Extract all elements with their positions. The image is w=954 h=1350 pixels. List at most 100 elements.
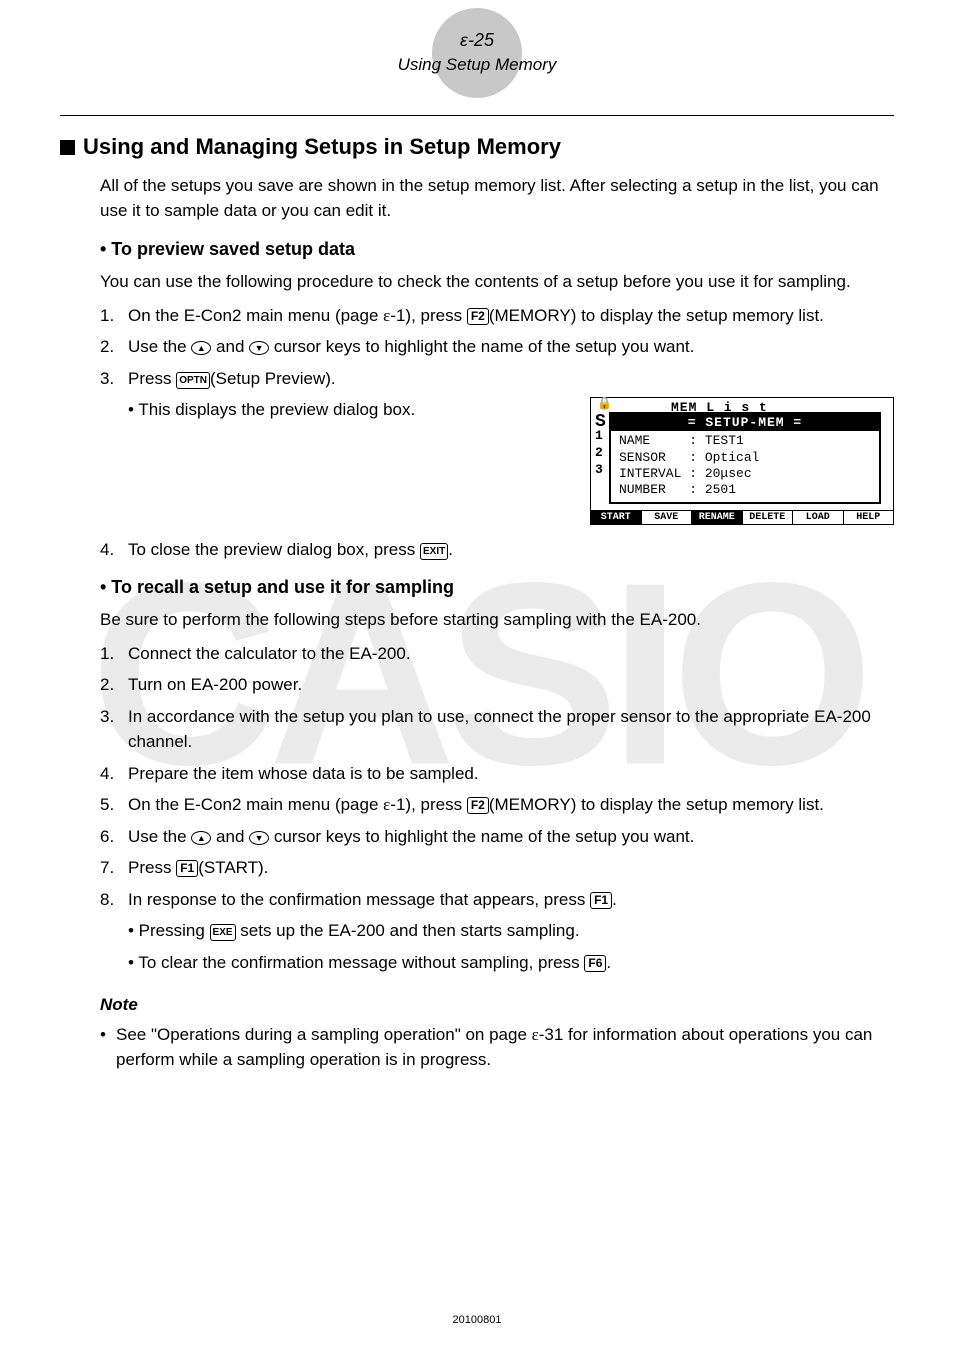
section2-steps: 1.Connect the calculator to the EA-200. … — [100, 641, 894, 982]
step-text: In accordance with the setup you plan to… — [128, 704, 894, 755]
text-fragment: (START). — [198, 858, 268, 877]
text-fragment: (MEMORY) to display the setup memory lis… — [489, 795, 824, 814]
text-fragment: Use the — [128, 337, 191, 356]
step-number: 3. — [100, 704, 128, 755]
step-number: 4. — [100, 537, 128, 563]
page-header-title: Using Setup Memory — [392, 55, 562, 75]
step-number: 2. — [100, 672, 128, 698]
calc-fkey: SAVE — [642, 511, 693, 524]
calc-dialog-body: NAME : TEST1 SENSOR : Optical INTERVAL :… — [611, 431, 879, 502]
text-fragment: See "Operations during a sampling operat… — [116, 1025, 532, 1044]
step-item: 5. On the E-Con2 main menu (page ε-1), p… — [100, 792, 894, 818]
bullet-icon: • — [100, 1023, 116, 1072]
cursor-up-icon: ▲ — [191, 341, 211, 355]
step-text: Press F1(START). — [128, 855, 894, 881]
step-text: On the E-Con2 main menu (page ε-1), pres… — [128, 792, 894, 818]
text-fragment: Use the — [128, 827, 191, 846]
step-item: 2.Turn on EA-200 power. — [100, 672, 894, 698]
f1-key-icon: F1 — [590, 892, 612, 909]
step-item: 7. Press F1(START). — [100, 855, 894, 881]
exe-key-icon: EXE — [210, 924, 236, 941]
calc-dialog-title: = SETUP-MEM = — [611, 414, 879, 431]
text-fragment: Press — [128, 858, 176, 877]
calc-fkey: HELP — [844, 511, 894, 524]
calc-dialog: = SETUP-MEM = NAME : TEST1 SENSOR : Opti… — [609, 412, 881, 504]
section1-lead: You can use the following procedure to c… — [100, 270, 894, 295]
step-text: Press OPTN(Setup Preview). — [128, 366, 894, 392]
f2-key-icon: F2 — [467, 797, 489, 814]
step-number: 8. — [100, 887, 128, 982]
text-fragment: . — [606, 953, 611, 972]
step-text: On the E-Con2 main menu (page ε-1), pres… — [128, 303, 894, 329]
section2-lead: Be sure to perform the following steps b… — [100, 608, 894, 633]
step-number: 1. — [100, 641, 128, 667]
text-fragment: and — [211, 337, 249, 356]
section2-title: • To recall a setup and use it for sampl… — [100, 577, 894, 598]
step-item: 4.Prepare the item whose data is to be s… — [100, 761, 894, 787]
step-item: 8. In response to the confirmation messa… — [100, 887, 894, 982]
text-fragment: In response to the confirmation message … — [128, 890, 590, 909]
step-item: 1.Connect the calculator to the EA-200. — [100, 641, 894, 667]
cursor-down-icon: ▼ — [249, 831, 269, 845]
step-text: Connect the calculator to the EA-200. — [128, 641, 894, 667]
exit-key-icon: EXIT — [420, 543, 448, 560]
text-fragment: Press — [128, 369, 176, 388]
optn-key-icon: OPTN — [176, 372, 210, 389]
step-number: 2. — [100, 334, 128, 360]
note-body: • See "Operations during a sampling oper… — [100, 1023, 894, 1072]
section1-title: • To preview saved setup data — [100, 239, 894, 260]
step-item: 6. Use the ▲ and ▼ cursor keys to highli… — [100, 824, 894, 850]
calc-fkey: RENAME — [692, 511, 743, 524]
text-fragment: . — [448, 540, 453, 559]
section1-steps-cont: 4. To close the preview dialog box, pres… — [100, 537, 894, 563]
section1-steps: 1. On the E-Con2 main menu (page ε-1), p… — [100, 303, 894, 392]
note-heading: Note — [100, 995, 894, 1015]
step-number: 1. — [100, 303, 128, 329]
text-fragment: cursor keys to highlight the name of the… — [269, 337, 694, 356]
cursor-down-icon: ▼ — [249, 341, 269, 355]
page-header: ε-25 Using Setup Memory — [392, 30, 562, 75]
text-fragment: On the E-Con2 main menu (page — [128, 795, 383, 814]
heading-2-text: Using and Managing Setups in Setup Memor… — [83, 134, 561, 160]
f2-key-icon: F2 — [467, 308, 489, 325]
text-fragment: On the E-Con2 main menu (page — [128, 306, 383, 325]
heading-2: Using and Managing Setups in Setup Memor… — [60, 134, 894, 160]
calc-fkey: DELETE — [743, 511, 794, 524]
calc-fkeys: STARTSAVERENAMEDELETELOADHELP — [591, 510, 893, 524]
square-bullet-icon — [60, 140, 75, 155]
calc-fkey: LOAD — [793, 511, 844, 524]
text-fragment: -1), press — [390, 306, 467, 325]
step-text: Use the ▲ and ▼ cursor keys to highlight… — [128, 824, 894, 850]
text-fragment: (MEMORY) to display the setup memory lis… — [489, 306, 824, 325]
step-item: 2. Use the ▲ and ▼ cursor keys to highli… — [100, 334, 894, 360]
text-fragment: -1), press — [390, 795, 467, 814]
text-fragment: sets up the EA-200 and then starts sampl… — [236, 921, 580, 940]
footer-code: 20100801 — [453, 1314, 502, 1326]
step-text: Turn on EA-200 power. — [128, 672, 894, 698]
calc-side-numbers: 1 2 3 — [595, 428, 603, 479]
step-item: 4. To close the preview dialog box, pres… — [100, 537, 894, 563]
text-fragment: (Setup Preview). — [210, 369, 336, 388]
text-fragment: • Pressing — [128, 921, 210, 940]
step-item: 1. On the E-Con2 main menu (page ε-1), p… — [100, 303, 894, 329]
step-text: In response to the confirmation message … — [128, 887, 894, 982]
calc-fkey: START — [591, 511, 642, 524]
text-fragment: . — [612, 890, 617, 909]
step8-sub1: • Pressing EXE sets up the EA-200 and th… — [128, 918, 894, 944]
preview-row: • This displays the preview dialog box. … — [100, 397, 894, 525]
step-text: To close the preview dialog box, press E… — [128, 537, 894, 563]
step-number: 6. — [100, 824, 128, 850]
step-number: 3. — [100, 366, 128, 392]
page-number: ε-25 — [392, 30, 562, 51]
step-text: Use the ▲ and ▼ cursor keys to highlight… — [128, 334, 894, 360]
text-fragment: cursor keys to highlight the name of the… — [269, 827, 694, 846]
intro-paragraph: All of the setups you save are shown in … — [100, 174, 894, 223]
epsilon: ε — [532, 1025, 539, 1044]
calculator-screenshot: 🔒 MEM L i s t S 1 2 3 = SETUP-MEM = NAME… — [590, 397, 894, 525]
page-content: ε-25 Using Setup Memory Using and Managi… — [0, 0, 954, 1102]
step-number: 7. — [100, 855, 128, 881]
step3-sub-bullet: • This displays the preview dialog box. — [128, 397, 590, 423]
text-fragment: To close the preview dialog box, press — [128, 540, 420, 559]
note-text: See "Operations during a sampling operat… — [116, 1023, 894, 1072]
divider — [60, 115, 894, 116]
